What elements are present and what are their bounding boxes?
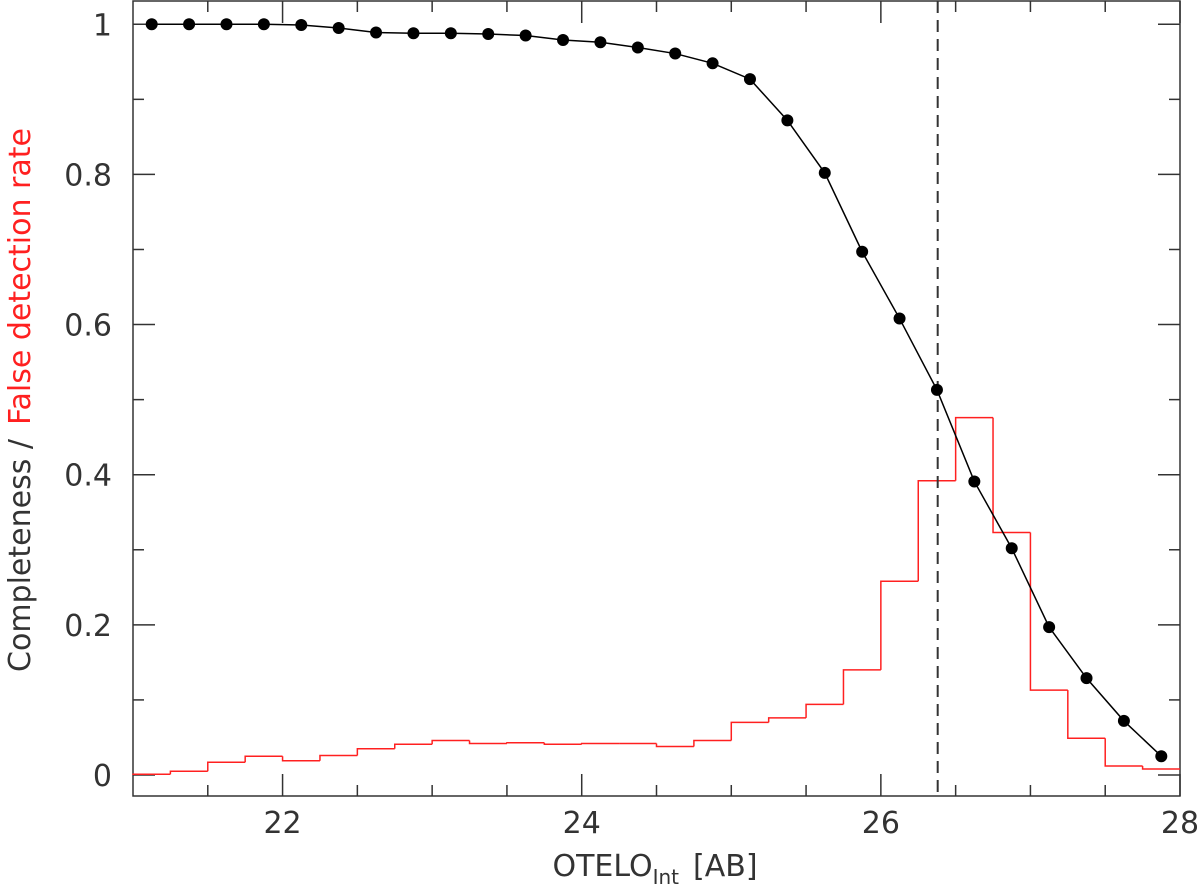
false-rate-step <box>917 479 956 582</box>
false-rate-step <box>1104 738 1143 767</box>
false-rate-step <box>468 740 507 745</box>
false-rate-step <box>319 754 358 761</box>
false-rate-step <box>1067 690 1106 739</box>
false-rate-step <box>992 417 1031 534</box>
false-rate-step <box>506 741 545 744</box>
completeness-point <box>295 19 308 32</box>
completeness-point <box>594 36 607 49</box>
completeness-point <box>444 27 457 40</box>
false-rate-step <box>842 669 881 705</box>
completeness-point <box>1117 714 1130 727</box>
y-tick-label: 0.8 <box>64 158 112 193</box>
completeness-point <box>145 18 158 31</box>
completeness-point <box>370 26 383 39</box>
completeness-point <box>220 18 233 31</box>
completeness-point <box>1005 542 1018 555</box>
y-tick-label: 0.4 <box>64 459 112 494</box>
false-rate-step <box>281 756 320 762</box>
completeness-point <box>407 27 420 40</box>
false-rate-step <box>543 742 582 745</box>
completeness-point <box>669 47 682 60</box>
completeness-point <box>482 28 495 41</box>
completeness-point <box>1155 750 1168 763</box>
false-rate-step <box>169 770 208 775</box>
x-tick-label: 26 <box>862 806 900 841</box>
completeness-point <box>1043 621 1056 634</box>
completeness-point <box>930 383 943 396</box>
completeness-point <box>183 18 196 31</box>
false-rate-step <box>693 739 732 747</box>
completeness-point <box>706 57 719 70</box>
false-rate-step <box>431 739 470 745</box>
y-label-second: False detection rate <box>3 128 38 425</box>
x-tick-label: 24 <box>563 806 601 841</box>
false-rate-step <box>767 717 807 723</box>
completeness-point <box>519 29 532 42</box>
false-rate-step <box>655 743 694 748</box>
false-rate-step <box>132 773 171 775</box>
completeness-point <box>818 166 831 179</box>
completeness-point <box>856 245 869 258</box>
false-rate-step <box>880 580 919 670</box>
completeness-curve <box>151 23 1162 757</box>
completeness-point <box>1080 672 1093 685</box>
false-rate-step <box>730 721 769 741</box>
completeness-point <box>332 22 345 35</box>
false-rate-step <box>1141 765 1180 770</box>
y-label-first: Completeness / <box>3 438 38 672</box>
completeness-point <box>631 41 644 54</box>
false-rate-step <box>1029 532 1068 691</box>
false-rate-step <box>207 761 246 772</box>
completeness-point <box>557 34 570 47</box>
y-tick-label: 0.6 <box>64 309 112 344</box>
x-label-sub: Int <box>653 865 680 889</box>
x-label-main: OTELO <box>552 849 652 884</box>
false-rate-step <box>580 742 620 745</box>
completeness-point <box>743 73 756 86</box>
x-axis-label: OTELOInt [AB] <box>552 849 757 889</box>
false-rate-step <box>244 755 283 763</box>
completeness-point <box>781 114 794 127</box>
y-tick-label: 1 <box>93 8 112 43</box>
y-axis-label: Completeness / False detection rate <box>3 128 38 672</box>
false-rate-step <box>356 747 395 756</box>
false-rate-step <box>954 416 994 481</box>
completeness-point <box>968 475 981 488</box>
x-tick-label: 22 <box>263 806 301 841</box>
y-tick-label: 0.2 <box>64 609 112 644</box>
false-rate-step <box>805 703 844 718</box>
completeness-point <box>893 312 906 325</box>
false-rate-step <box>394 743 433 749</box>
completeness-point <box>257 18 270 31</box>
x-tick-label: 28 <box>1161 806 1199 841</box>
plot-frame <box>132 0 1181 797</box>
x-label-unit: [AB] <box>693 849 758 884</box>
y-tick-label: 0 <box>93 759 112 794</box>
